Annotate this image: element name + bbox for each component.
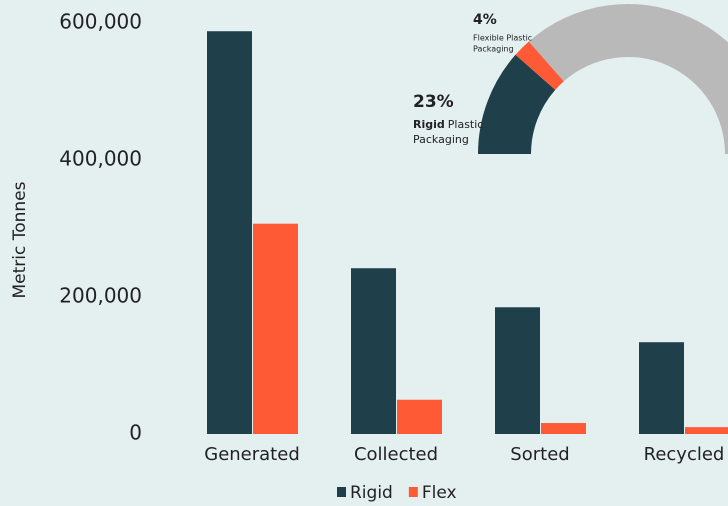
bar [253, 223, 298, 434]
x-tick-label: Collected [354, 444, 438, 465]
segment-label-bold: Rigid [413, 118, 445, 131]
bar [685, 427, 728, 434]
legend-label: Rigid [350, 483, 393, 503]
bar [495, 307, 540, 434]
segment-label: Rigid Plastic [413, 118, 483, 131]
segment-label: Flexible Plastic [473, 34, 532, 43]
y-tick-label: 400,000 [59, 147, 142, 171]
segment-value-label: 23% [413, 92, 454, 112]
legend-swatch [337, 487, 346, 497]
bar [397, 399, 442, 434]
segment-value-label: 4% [473, 12, 497, 28]
segment-label-text: Plastic [448, 118, 484, 131]
x-tick-label: Sorted [510, 444, 569, 465]
y-axis-label: Metric Tonnes [10, 181, 30, 298]
donut-segment [515, 41, 564, 90]
legend-label: Flex [422, 483, 457, 503]
y-tick-label: 0 [129, 421, 142, 445]
y-tick-label: 200,000 [59, 284, 142, 308]
donut-segment [478, 54, 556, 154]
bar [207, 31, 252, 434]
bar [351, 268, 396, 434]
donut-segment [528, 4, 728, 154]
x-tick-label: Recycled [644, 444, 725, 465]
y-tick-label: 600,000 [59, 10, 142, 34]
legend-swatch [408, 487, 418, 497]
x-tick-label: Generated [204, 444, 300, 465]
bar [541, 423, 586, 434]
segment-label: Packaging [473, 45, 514, 54]
bar [639, 342, 684, 434]
segment-label: Packaging [413, 133, 469, 146]
